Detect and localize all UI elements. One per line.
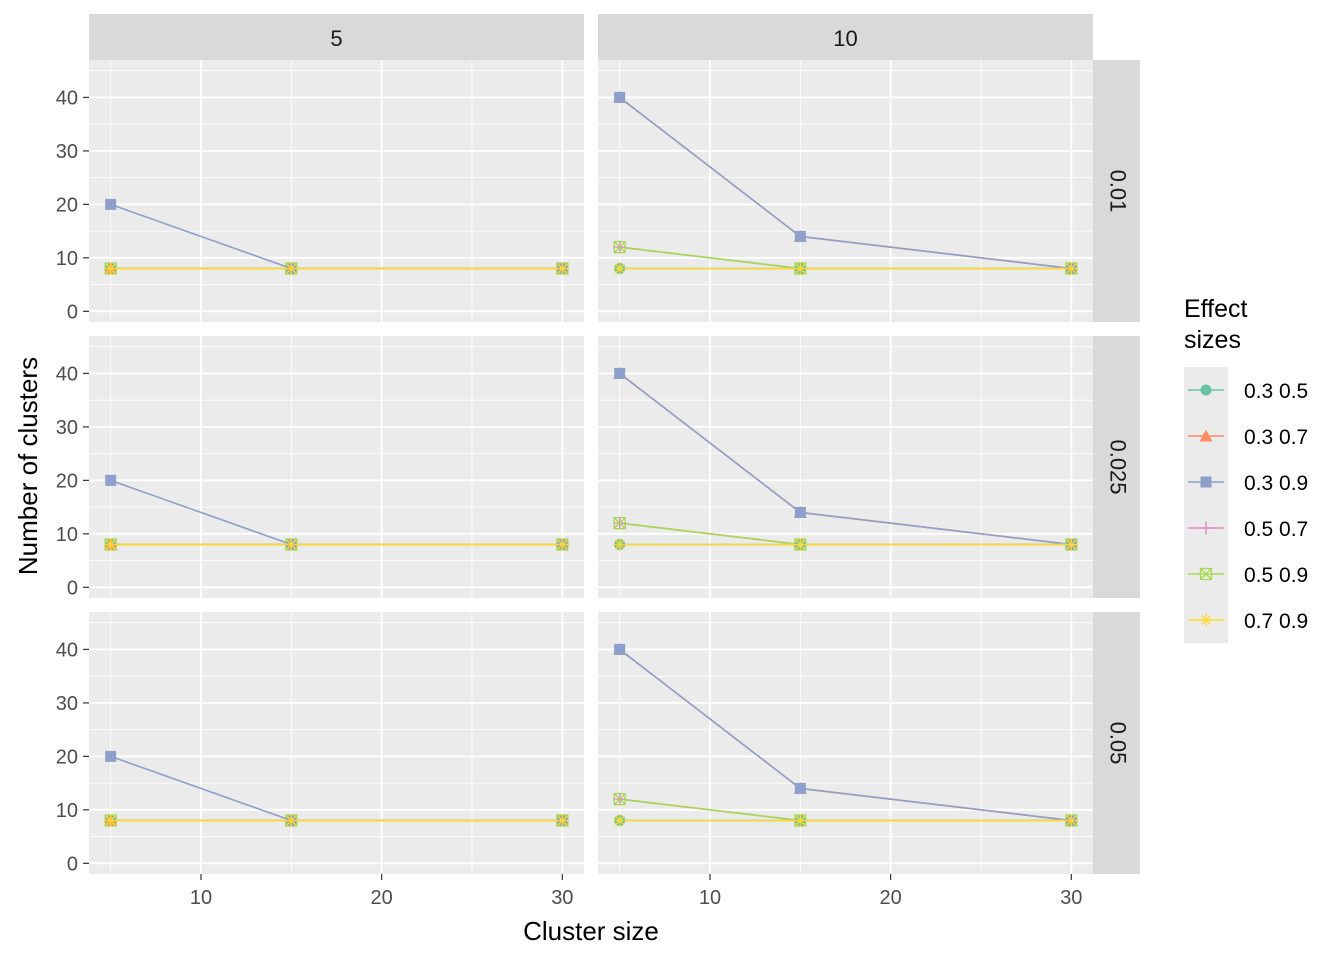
data-point	[105, 474, 117, 486]
panel-background	[598, 336, 1093, 598]
data-point	[555, 538, 569, 552]
x-tick-label: 30	[1060, 887, 1082, 909]
legend-key-marker	[1199, 567, 1213, 581]
facet-panel	[598, 60, 1093, 322]
data-point	[555, 814, 569, 828]
data-point	[613, 516, 626, 530]
y-tick-label: 40	[56, 87, 78, 109]
y-tick-label: 0	[67, 577, 78, 599]
x-tick-label: 10	[699, 887, 721, 909]
facet-strip-row	[1093, 60, 1140, 322]
legend-entry-label: 0.7 0.9	[1244, 610, 1308, 633]
panel-background	[89, 60, 584, 322]
y-tick-label: 10	[56, 248, 78, 270]
y-tick-label: 20	[56, 194, 78, 216]
data-point	[614, 643, 626, 655]
y-tick-label: 20	[56, 746, 78, 768]
y-tick-label: 30	[56, 693, 78, 715]
y-axis-label: Number of clusters	[13, 357, 43, 575]
x-axis-label: Cluster size	[523, 916, 659, 946]
y-tick-label: 40	[56, 639, 78, 661]
facet-panel	[89, 336, 584, 598]
data-point	[793, 538, 807, 552]
data-point	[104, 814, 118, 828]
data-point	[794, 230, 806, 242]
data-point	[613, 240, 626, 254]
data-point	[613, 792, 626, 806]
y-tick-label: 30	[56, 141, 78, 163]
facet-panel	[598, 336, 1093, 598]
facet-panel	[598, 612, 1093, 874]
x-tick-label: 20	[371, 887, 393, 909]
y-tick-label: 30	[56, 417, 78, 439]
facet-strip-row-label: 0.025	[1106, 439, 1131, 494]
legend-key-marker	[1199, 521, 1213, 535]
x-tick-label: 30	[551, 887, 573, 909]
y-tick-label: 10	[56, 524, 78, 546]
legend-entry-label: 0.5 0.9	[1244, 564, 1308, 587]
legend-entry-label: 0.3 0.9	[1244, 472, 1308, 495]
data-point	[284, 262, 298, 276]
y-tick-label: 20	[56, 470, 78, 492]
data-point	[1064, 814, 1078, 828]
panel-background	[598, 60, 1093, 322]
data-point	[794, 782, 806, 794]
data-point	[104, 262, 118, 276]
facet-strip-row	[1093, 336, 1140, 598]
data-point	[613, 538, 627, 552]
data-point	[614, 367, 626, 379]
data-point	[793, 262, 807, 276]
y-tick-label: 10	[56, 800, 78, 822]
legend-entry-label: 0.3 0.7	[1244, 426, 1308, 449]
legend-entry-label: 0.3 0.5	[1244, 380, 1308, 403]
x-tick-label: 10	[190, 887, 212, 909]
legend-key-marker	[1200, 476, 1212, 488]
x-tick-label: 20	[880, 887, 902, 909]
y-tick-label: 0	[67, 301, 78, 323]
legend: 0.3 0.5 0.3 0.7 0.3 0.9 0.5 0.7 0.5 0.9 0.7 0…	[1184, 367, 1308, 643]
data-point	[613, 814, 627, 828]
facet-strip-row-label: 0.05	[1106, 722, 1131, 765]
facet-strip-col	[89, 14, 584, 60]
legend-key-marker	[1199, 429, 1213, 442]
data-point	[284, 814, 298, 828]
panel-background	[598, 612, 1093, 874]
legend-title: Effect	[1184, 295, 1248, 323]
facet-strip-col	[598, 14, 1093, 60]
facet-panel	[89, 60, 584, 322]
data-point	[613, 262, 627, 276]
legend-key-marker	[1199, 613, 1213, 627]
facet-panel	[89, 612, 584, 874]
y-tick-label: 40	[56, 363, 78, 385]
facet-strip-col-label: 5	[330, 26, 342, 51]
data-point	[105, 750, 117, 762]
facet-strip-row-label: 0.01	[1106, 170, 1131, 213]
data-point	[555, 262, 569, 276]
legend-entry-label: 0.5 0.7	[1244, 518, 1308, 541]
data-point	[105, 198, 117, 210]
facet-strip-row	[1093, 612, 1140, 874]
data-point	[1064, 262, 1078, 276]
legend-title-line2: sizes	[1184, 326, 1241, 354]
y-tick-label: 0	[67, 853, 78, 875]
data-point	[104, 538, 118, 552]
legend-key-marker	[1200, 384, 1212, 396]
data-point	[614, 91, 626, 103]
data-point	[284, 538, 298, 552]
panel-background	[89, 336, 584, 598]
panel-background	[89, 612, 584, 874]
data-point	[1064, 538, 1078, 552]
data-point	[794, 506, 806, 518]
data-point	[793, 814, 807, 828]
facet-strip-col-label: 10	[833, 26, 857, 51]
